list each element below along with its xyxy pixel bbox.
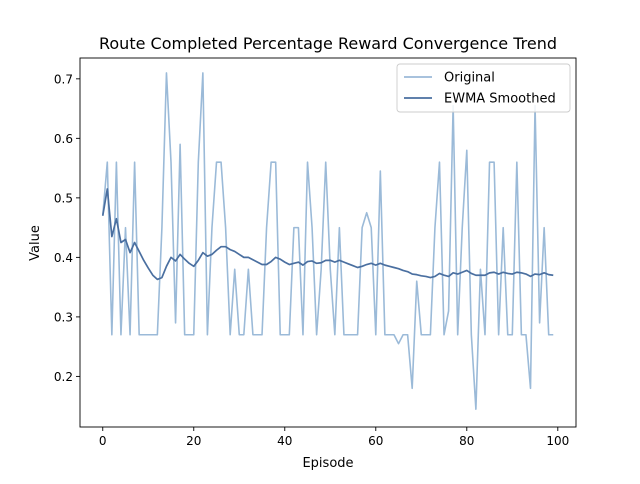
x-axis: 0 20 40 60 80 100 xyxy=(99,427,569,448)
legend-label-ewma-smoothed: EWMA Smoothed xyxy=(444,92,556,107)
plot-area xyxy=(79,57,577,428)
legend-box xyxy=(396,63,571,113)
axes-frame xyxy=(79,57,577,428)
y-tick-label: 0.5 xyxy=(54,191,73,205)
y-tick-label: 0.6 xyxy=(54,132,73,146)
x-axis-label: Episode xyxy=(302,456,353,471)
series-line-original xyxy=(101,72,554,410)
x-tick-label: 80 xyxy=(459,434,474,448)
legend-label-original: Original xyxy=(444,71,495,86)
x-tick-label: 60 xyxy=(368,434,383,448)
y-tick-label: 0.4 xyxy=(54,251,73,265)
x-tick-label: 20 xyxy=(186,434,201,448)
series-line-ewma-smoothed xyxy=(101,188,554,281)
y-tick-label: 0.3 xyxy=(54,310,73,324)
x-tick-label: 100 xyxy=(546,434,569,448)
legend: Original EWMA Smoothed xyxy=(396,63,571,113)
y-tick-label: 0.7 xyxy=(54,72,73,86)
x-tick-label: 0 xyxy=(99,434,107,448)
y-tick-label: 0.2 xyxy=(54,370,73,384)
y-axis: 0.2 0.3 0.4 0.5 0.6 0.7 xyxy=(54,72,80,384)
x-tick-label: 40 xyxy=(277,434,292,448)
y-axis-label: Value xyxy=(28,225,43,261)
chart-title: Route Completed Percentage Reward Conver… xyxy=(99,34,557,53)
